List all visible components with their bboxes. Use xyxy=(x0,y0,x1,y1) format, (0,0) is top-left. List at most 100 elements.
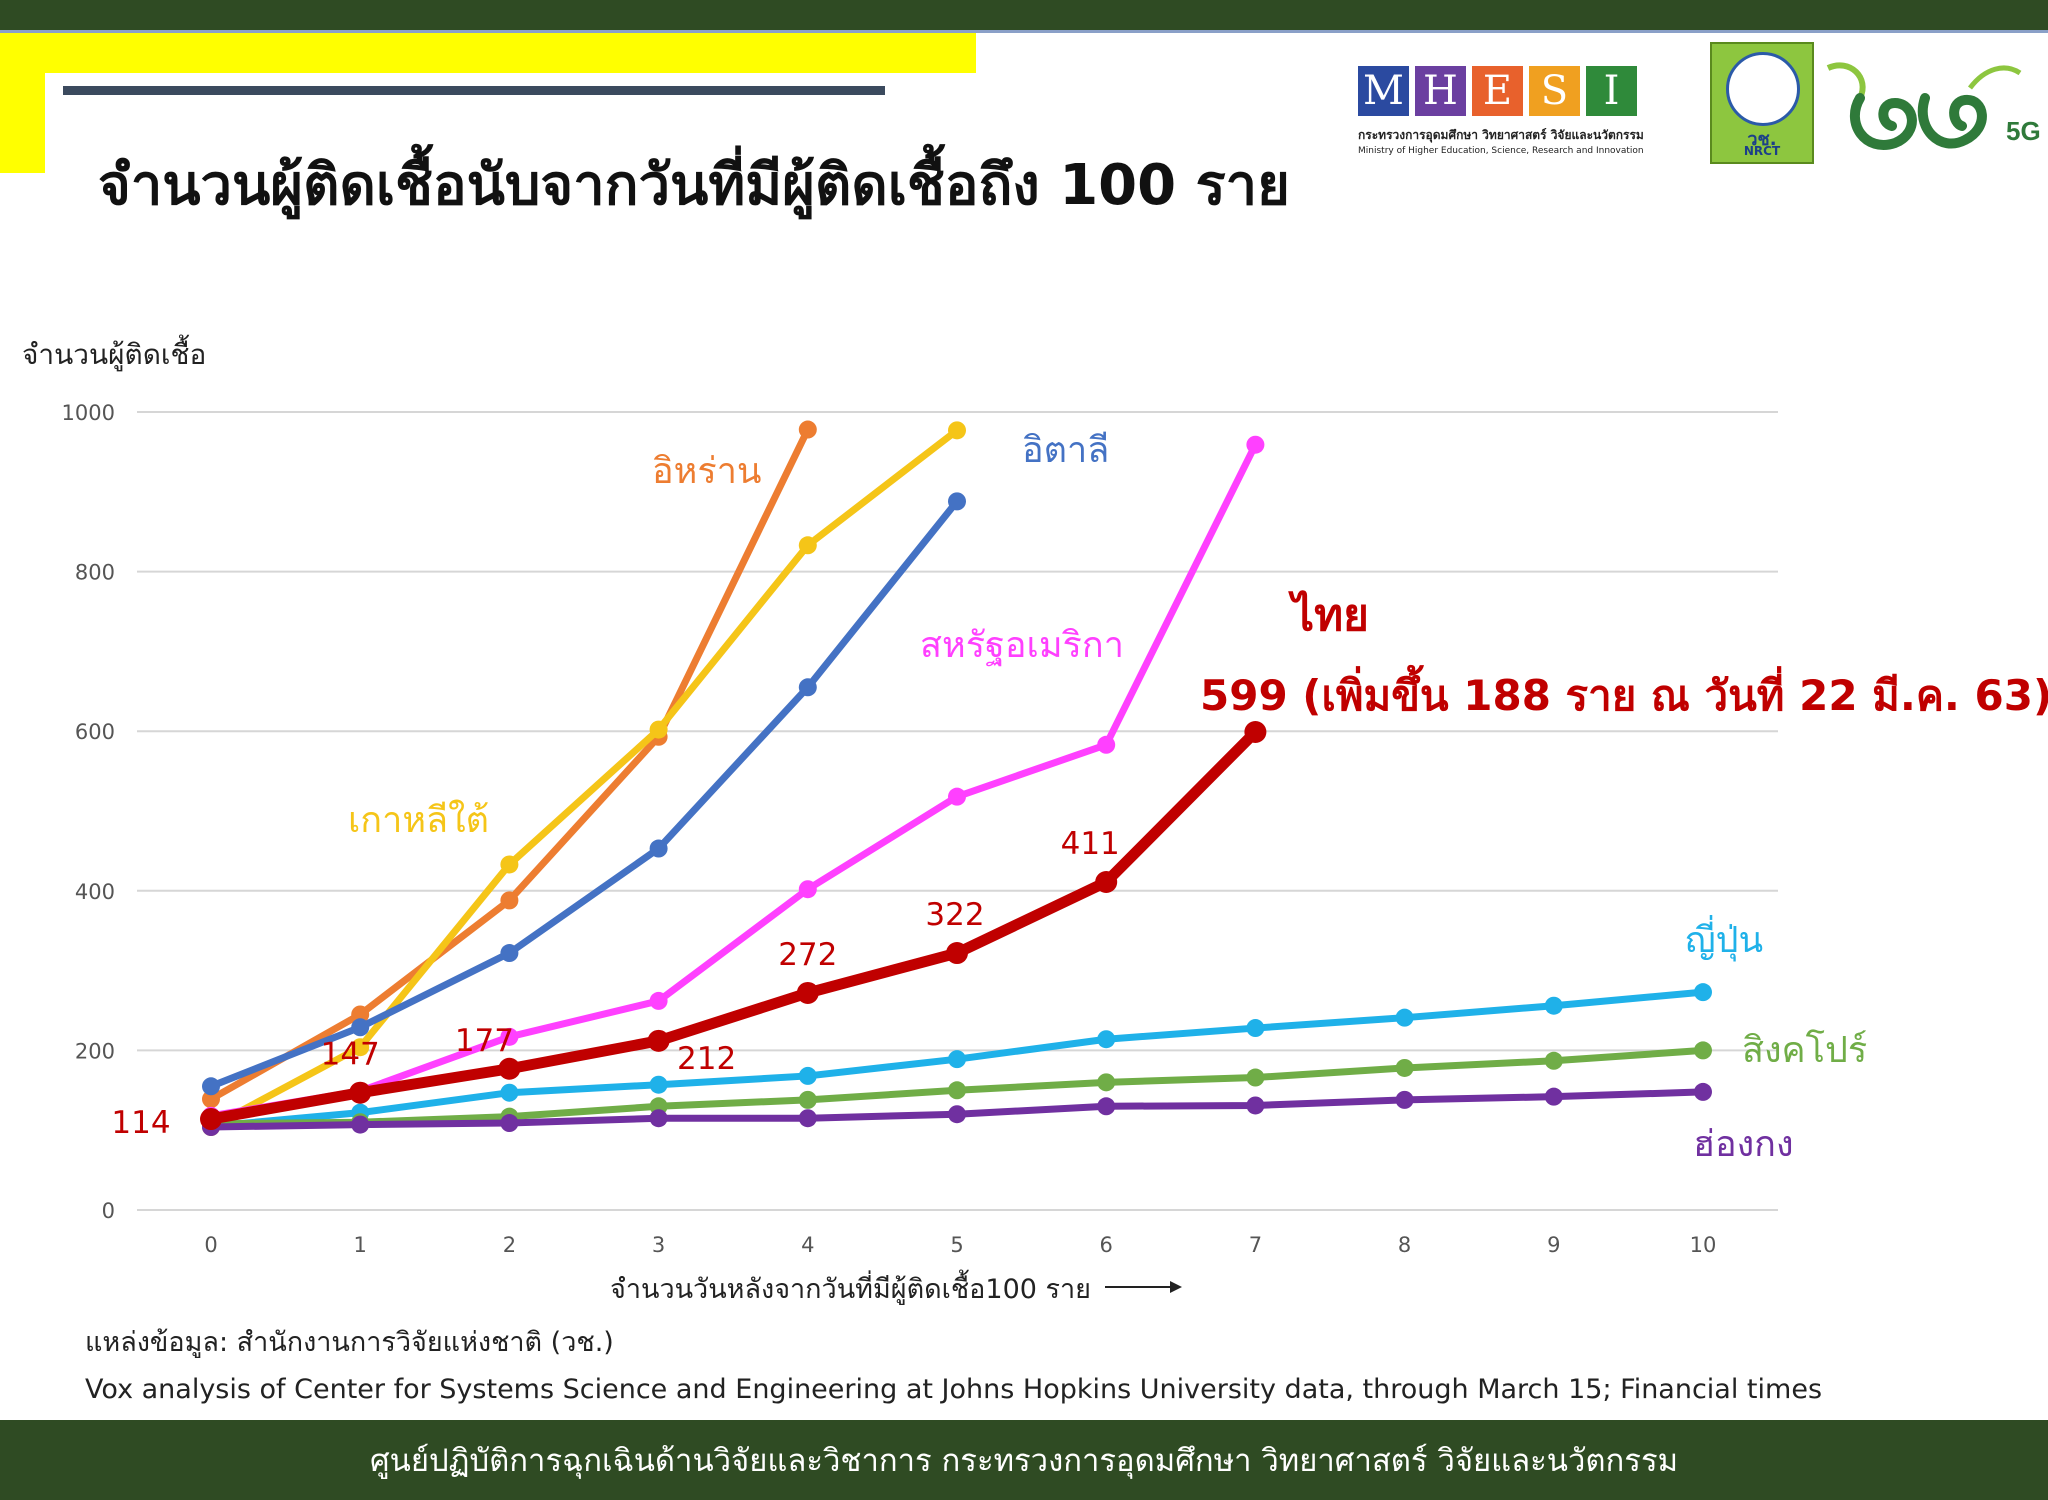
data-point xyxy=(649,720,668,739)
x-tick-label: 2 xyxy=(503,1233,516,1257)
series-line xyxy=(205,726,1261,1125)
data-point xyxy=(1694,1041,1712,1060)
source-line-1: แหล่งข้อมูล: สำนักงานการวิจัยแห่งชาติ (ว… xyxy=(85,1327,614,1358)
data-point xyxy=(500,1083,519,1102)
data-point xyxy=(500,1027,519,1046)
series-name-label: สิงคโปร์ xyxy=(1742,1029,1867,1071)
data-point xyxy=(202,1077,220,1096)
series-name-label: อิหร่าน xyxy=(652,451,762,492)
top-rule xyxy=(0,30,2048,33)
page-title: จำนวนผู้ติดเชื้อนับจากวันที่มีผู้ติดเชื้… xyxy=(98,153,1290,218)
thai-point-label: 147 xyxy=(321,1037,380,1073)
data-point xyxy=(1395,1090,1414,1109)
x-tick-label: 6 xyxy=(1100,1233,1113,1257)
data-point xyxy=(948,1105,966,1124)
data-point xyxy=(1097,735,1116,754)
thai-point-label: 411 xyxy=(1061,826,1120,862)
series-line xyxy=(202,492,966,1096)
series-name-label: ฮ่องกง xyxy=(1693,1124,1794,1165)
mhesi-english-name: Ministry of Higher Education, Science, R… xyxy=(1358,146,1644,156)
mhesi-logo: M H E S I xyxy=(1358,66,1637,116)
data-point xyxy=(351,1018,370,1037)
thai-point-label: 177 xyxy=(455,1023,514,1059)
x-axis-ticks: 0 1 2 3 4 5 6 7 8 9 10 xyxy=(204,1233,1716,1257)
data-point xyxy=(649,991,668,1010)
thai-latest-annotation: 599 (เพิ่มขึ้น 188 ราย ณ วันที่ 22 มี.ค.… xyxy=(1200,664,2048,720)
data-point xyxy=(1095,871,1118,894)
data-point xyxy=(1246,1096,1265,1115)
series-line xyxy=(207,497,961,1090)
mhesi-thai-name: กระทรวงการอุดมศึกษา วิทยาศาสตร์ วิจัยและ… xyxy=(1358,128,1644,142)
series-name-label: เกาหลีใต้ xyxy=(348,799,489,841)
data-point xyxy=(1544,1087,1563,1106)
data-point xyxy=(500,944,519,963)
data-point xyxy=(1246,1068,1265,1087)
nrct-seal-icon xyxy=(1726,52,1800,126)
y-axis-ticks: 0 200 400 600 800 1000 xyxy=(62,401,115,1223)
mhesi-letter-m: M xyxy=(1358,66,1409,116)
nrct-english-label: NRCT xyxy=(1743,144,1781,158)
x-axis-label: จำนวนวันหลังจากวันที่มีผู้ติดเชื้อ100 รา… xyxy=(610,1269,1091,1305)
data-point xyxy=(946,942,968,965)
data-point xyxy=(1244,720,1267,743)
nrct-thai-label: วช. xyxy=(1747,129,1777,150)
data-point xyxy=(351,1005,370,1024)
data-point xyxy=(351,1038,370,1057)
chart-series xyxy=(200,420,1712,1137)
data-point xyxy=(1694,1082,1712,1101)
data-point xyxy=(351,1115,370,1134)
x-tick-label: 9 xyxy=(1547,1233,1560,1257)
data-point xyxy=(798,1090,817,1109)
data-point xyxy=(948,1050,966,1069)
data-point xyxy=(796,981,819,1004)
series-line xyxy=(207,426,961,1131)
data-point xyxy=(1694,983,1712,1002)
series-line xyxy=(207,441,1259,1120)
data-point xyxy=(500,855,519,874)
data-point xyxy=(798,1066,817,1085)
data-point xyxy=(798,536,817,555)
y-tick-label: 600 xyxy=(75,720,115,744)
g5-logo-icon: 5G xyxy=(1826,62,2040,150)
data-point xyxy=(649,839,668,858)
nrct-logo: วช. NRCT xyxy=(1710,42,1814,164)
series-line xyxy=(202,421,966,1137)
data-point xyxy=(349,1081,372,1104)
x-tick-label: 7 xyxy=(1249,1233,1262,1257)
series-line xyxy=(202,420,817,1109)
title-rule xyxy=(63,86,885,95)
data-point xyxy=(1246,1019,1265,1038)
data-point xyxy=(1395,1008,1414,1027)
data-point xyxy=(1097,1097,1116,1116)
data-point xyxy=(1097,1073,1116,1092)
x-tick-label: 8 xyxy=(1398,1233,1411,1257)
data-point xyxy=(798,1109,817,1128)
data-point xyxy=(1097,1030,1116,1049)
data-point xyxy=(1395,1058,1414,1077)
data-point xyxy=(798,420,817,439)
source-line-2: Vox analysis of Center for Systems Scien… xyxy=(85,1374,1823,1405)
thai-point-label: 212 xyxy=(677,1041,736,1077)
data-point xyxy=(500,891,519,910)
y-tick-label: 200 xyxy=(75,1039,115,1063)
data-point xyxy=(798,880,817,899)
thai-point-label: 322 xyxy=(925,897,984,933)
y-axis-label: จำนวนผู้ติดเชื้อ xyxy=(22,334,206,372)
data-point xyxy=(798,678,817,697)
y-tick-label: 400 xyxy=(75,880,115,904)
data-point xyxy=(200,1108,222,1131)
data-point xyxy=(500,1114,519,1133)
yellow-accent-band xyxy=(0,33,976,73)
data-point xyxy=(649,1075,668,1094)
g5-label: 5G xyxy=(2006,116,2040,146)
data-point xyxy=(948,1081,966,1100)
footer-bar: ศูนย์ปฏิบัติการฉุกเฉินด้านวิจัยและวิชากา… xyxy=(0,1420,2048,1500)
data-point xyxy=(202,1090,220,1109)
x-tick-label: 10 xyxy=(1690,1233,1717,1257)
y-tick-label: 1000 xyxy=(62,401,115,425)
series-thailand xyxy=(200,720,1267,1131)
series-name-label: ญี่ปุ่น xyxy=(1685,915,1763,962)
mhesi-letter-e: E xyxy=(1472,66,1523,116)
